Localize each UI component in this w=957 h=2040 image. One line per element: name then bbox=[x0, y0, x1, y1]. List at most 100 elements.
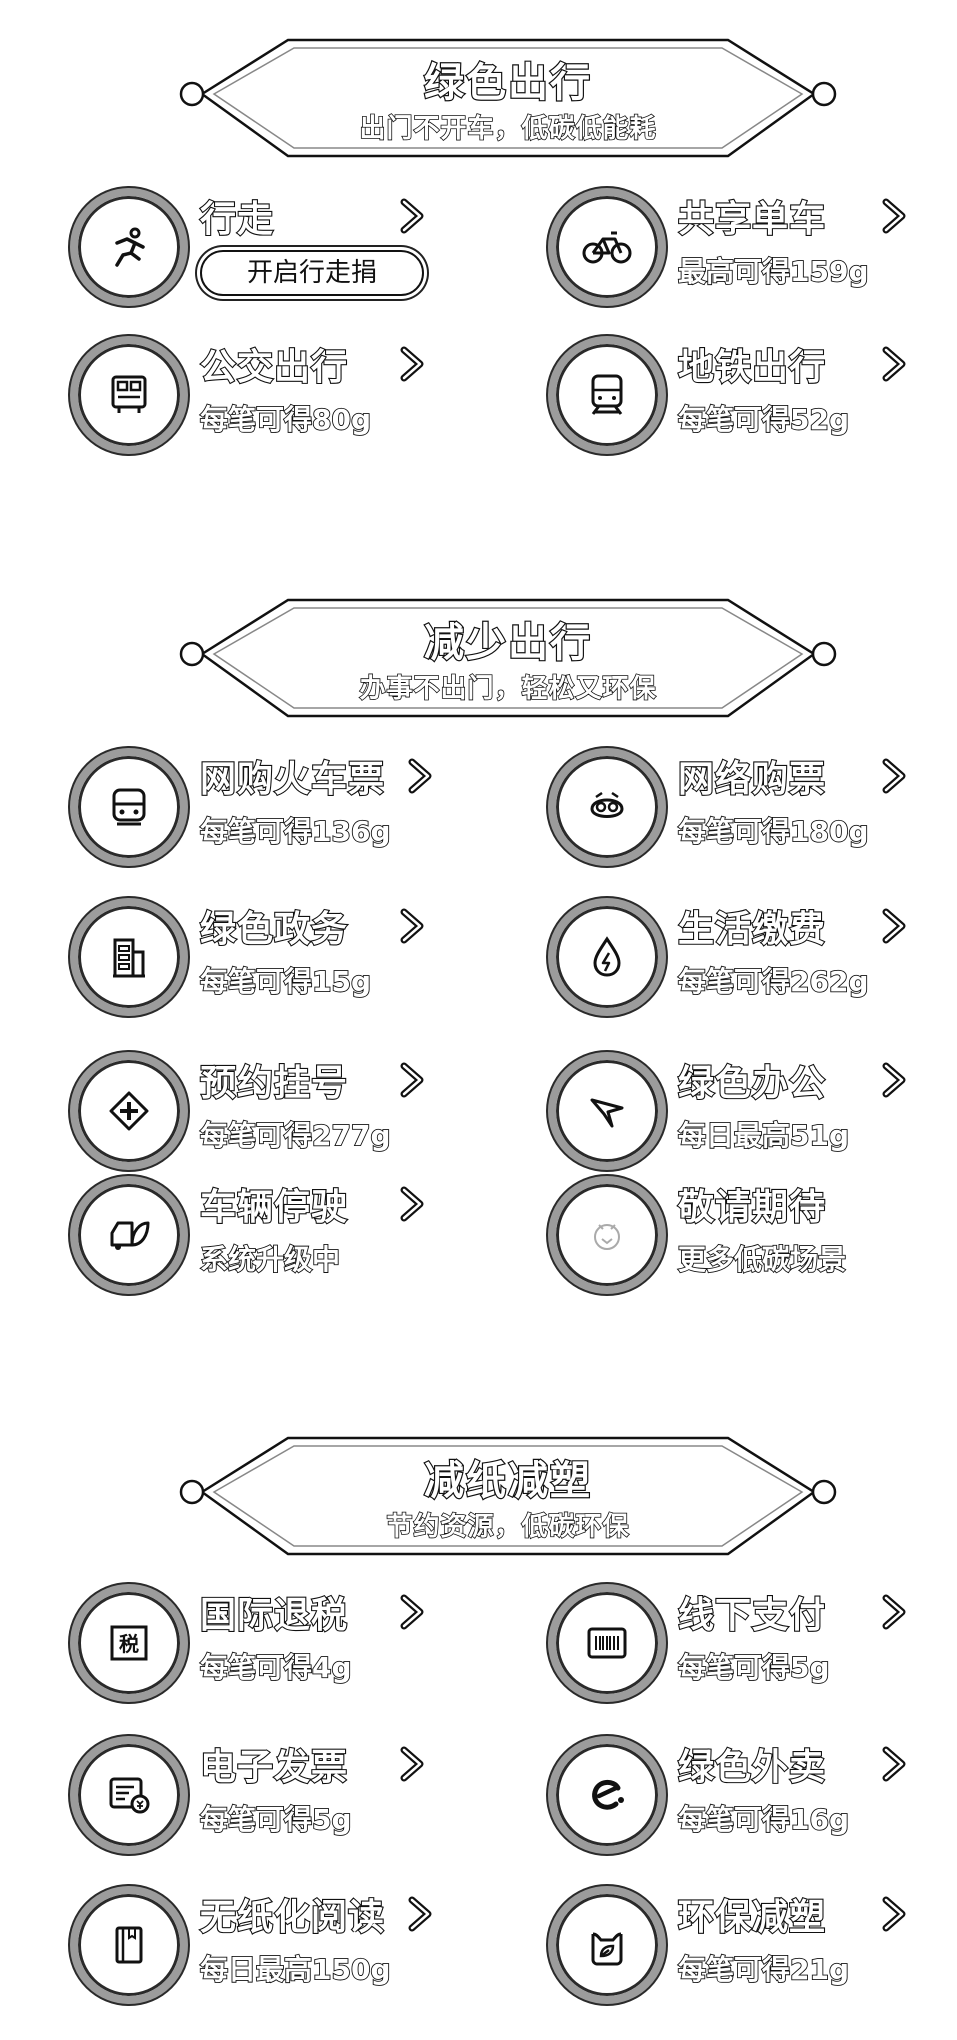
medical-cross-icon bbox=[109, 1091, 149, 1131]
item-subtitle: 系统升级中 bbox=[199, 1242, 341, 1277]
item-subtitle: 每日最高51g bbox=[677, 1118, 850, 1153]
chevron-right-icon[interactable] bbox=[878, 196, 912, 236]
chevron-right-icon[interactable] bbox=[396, 906, 430, 946]
chevron-right-icon[interactable] bbox=[396, 196, 430, 236]
banner-ribbon-shape bbox=[179, 1436, 837, 1556]
banner-ribbon-shape bbox=[179, 38, 837, 158]
barcode-icon bbox=[587, 1627, 627, 1659]
chevron-right-icon[interactable] bbox=[396, 1184, 430, 1224]
item-name: 无纸化阅读 bbox=[199, 1896, 386, 1939]
chevron-right-icon[interactable] bbox=[878, 1060, 912, 1100]
item-subtitle: 每笔可得262g bbox=[677, 964, 869, 999]
item-name: 绿色办公 bbox=[677, 1062, 827, 1105]
item-name: 绿色政务 bbox=[199, 908, 349, 951]
section-subtitle: 出门不开车，低碳低能耗 bbox=[359, 113, 657, 145]
item-name: 线下支付 bbox=[677, 1594, 827, 1637]
section-subtitle: 办事不出门，轻松又环保 bbox=[359, 673, 657, 705]
item-subtitle: 每笔可得5g bbox=[199, 1802, 352, 1837]
item-subtitle: 每笔可得180g bbox=[677, 814, 869, 849]
book-icon bbox=[115, 1926, 143, 1964]
item-name: 国际退税 bbox=[199, 1594, 349, 1637]
chevron-right-icon[interactable] bbox=[878, 1744, 912, 1784]
office-wing-icon bbox=[590, 1098, 624, 1128]
utility-drop-icon bbox=[593, 936, 621, 977]
start-walking-donation-button[interactable]: 开启行走捐 bbox=[200, 250, 424, 296]
chevron-right-icon[interactable] bbox=[404, 1894, 438, 1934]
item-medical-appointment[interactable]: 预约挂号 每笔可得277g bbox=[70, 1052, 500, 1182]
item-offline-payment[interactable]: 线下支付 每笔可得5g bbox=[548, 1584, 957, 1714]
item-subtitle: 每笔可得80g bbox=[199, 402, 372, 437]
item-shared-bike[interactable]: 共享单车 最高可得159g bbox=[548, 188, 957, 318]
item-icon-circle bbox=[548, 1584, 666, 1702]
chevron-right-icon[interactable] bbox=[404, 756, 438, 796]
item-icon-circle bbox=[70, 1176, 188, 1294]
running-icon bbox=[115, 227, 145, 267]
item-name: 敬请期待 bbox=[677, 1186, 827, 1229]
item-subtitle: 每笔可得5g bbox=[677, 1650, 830, 1685]
item-icon-circle bbox=[548, 1886, 666, 2004]
item-online-ticketing[interactable]: 网络购票 每笔可得180g bbox=[548, 748, 957, 878]
section-title: 减纸减塑 bbox=[423, 1457, 592, 1505]
chevron-right-icon[interactable] bbox=[878, 906, 912, 946]
item-name: 网络购票 bbox=[677, 758, 827, 801]
item-green-government[interactable]: 绿色政务 每笔可得15g bbox=[70, 898, 500, 1028]
chevron-right-icon[interactable] bbox=[878, 1894, 912, 1934]
chevron-right-icon[interactable] bbox=[878, 756, 912, 796]
item-green-takeout[interactable]: 绿色外卖 每笔可得16g bbox=[548, 1736, 957, 1866]
item-subtitle: 每笔可得21g bbox=[677, 1952, 850, 1987]
chevron-right-icon[interactable] bbox=[878, 344, 912, 384]
item-icon-circle bbox=[70, 1736, 188, 1854]
item-subtitle: 每笔可得16g bbox=[677, 1802, 850, 1837]
item-icon-circle bbox=[70, 336, 188, 454]
tax-refund-icon: 税 bbox=[110, 1625, 148, 1661]
item-bus[interactable]: 公交出行 每笔可得80g bbox=[70, 336, 500, 466]
banner-ribbon-shape bbox=[179, 598, 837, 718]
item-icon-circle bbox=[548, 1736, 666, 1854]
item-green-office[interactable]: 绿色办公 每日最高51g bbox=[548, 1052, 957, 1182]
item-name: 环保减塑 bbox=[677, 1896, 827, 1939]
item-icon-circle bbox=[548, 1052, 666, 1170]
chevron-right-icon[interactable] bbox=[396, 1060, 430, 1100]
item-online-train-ticket[interactable]: 网购火车票 每笔可得136g bbox=[70, 748, 500, 878]
item-icon-circle bbox=[70, 1886, 188, 2004]
item-name: 预约挂号 bbox=[199, 1062, 349, 1105]
item-walking[interactable]: 行走 开启行走捐 bbox=[70, 188, 500, 318]
item-name: 网购火车票 bbox=[199, 758, 386, 801]
government-building-icon bbox=[113, 938, 145, 978]
item-e-invoice[interactable]: 电子发票 每笔可得5g bbox=[70, 1736, 500, 1866]
item-coming-soon: 敬请期待 更多低碳场景 bbox=[548, 1176, 957, 1306]
coming-soon-icon bbox=[594, 1224, 620, 1250]
item-icon-circle bbox=[70, 188, 188, 306]
item-name: 生活缴费 bbox=[677, 908, 827, 951]
chevron-right-icon[interactable] bbox=[396, 1592, 430, 1632]
chevron-right-icon[interactable] bbox=[396, 1744, 430, 1784]
item-utility-payment[interactable]: 生活缴费 每笔可得262g bbox=[548, 898, 957, 1028]
item-icon-circle bbox=[548, 748, 666, 866]
item-eco-reduce-plastic[interactable]: 环保减塑 每笔可得21g bbox=[548, 1886, 957, 2016]
bicycle-icon bbox=[582, 231, 632, 264]
item-icon-circle bbox=[70, 748, 188, 866]
chevron-right-icon[interactable] bbox=[396, 344, 430, 384]
item-name: 地铁出行 bbox=[677, 346, 827, 389]
item-name: 公交出行 bbox=[199, 346, 349, 389]
item-subtitle: 更多低碳场景 bbox=[677, 1242, 847, 1277]
item-icon-circle bbox=[70, 898, 188, 1016]
item-name: 绿色外卖 bbox=[677, 1746, 827, 1789]
item-subtitle: 每笔可得4g bbox=[199, 1650, 352, 1685]
item-paperless-reading[interactable]: 无纸化阅读 每日最高150g bbox=[70, 1886, 500, 2016]
item-vehicle-suspension[interactable]: 车辆停驶 系统升级中 bbox=[70, 1176, 500, 1306]
item-icon-circle bbox=[70, 1052, 188, 1170]
item-subtitle: 每笔可得52g bbox=[677, 402, 850, 437]
item-subtitle: 最高可得159g bbox=[677, 254, 869, 289]
ticket-mascot-icon bbox=[590, 791, 624, 818]
tax-icon-text: 税 bbox=[119, 1632, 139, 1656]
item-international-tax-refund[interactable]: 税 国际退税 每笔可得4g bbox=[70, 1584, 500, 1714]
chevron-right-icon[interactable] bbox=[878, 1592, 912, 1632]
item-name: 行走 bbox=[199, 198, 275, 241]
item-subtitle: 每日最高150g bbox=[199, 1952, 391, 1987]
item-icon-circle bbox=[548, 1176, 666, 1294]
item-icon-circle: 税 bbox=[70, 1584, 188, 1702]
item-name: 共享单车 bbox=[677, 198, 827, 241]
section-banner: 减纸减塑 节约资源，低碳环保 bbox=[178, 1430, 838, 1560]
item-subway[interactable]: 地铁出行 每笔可得52g bbox=[548, 336, 957, 466]
